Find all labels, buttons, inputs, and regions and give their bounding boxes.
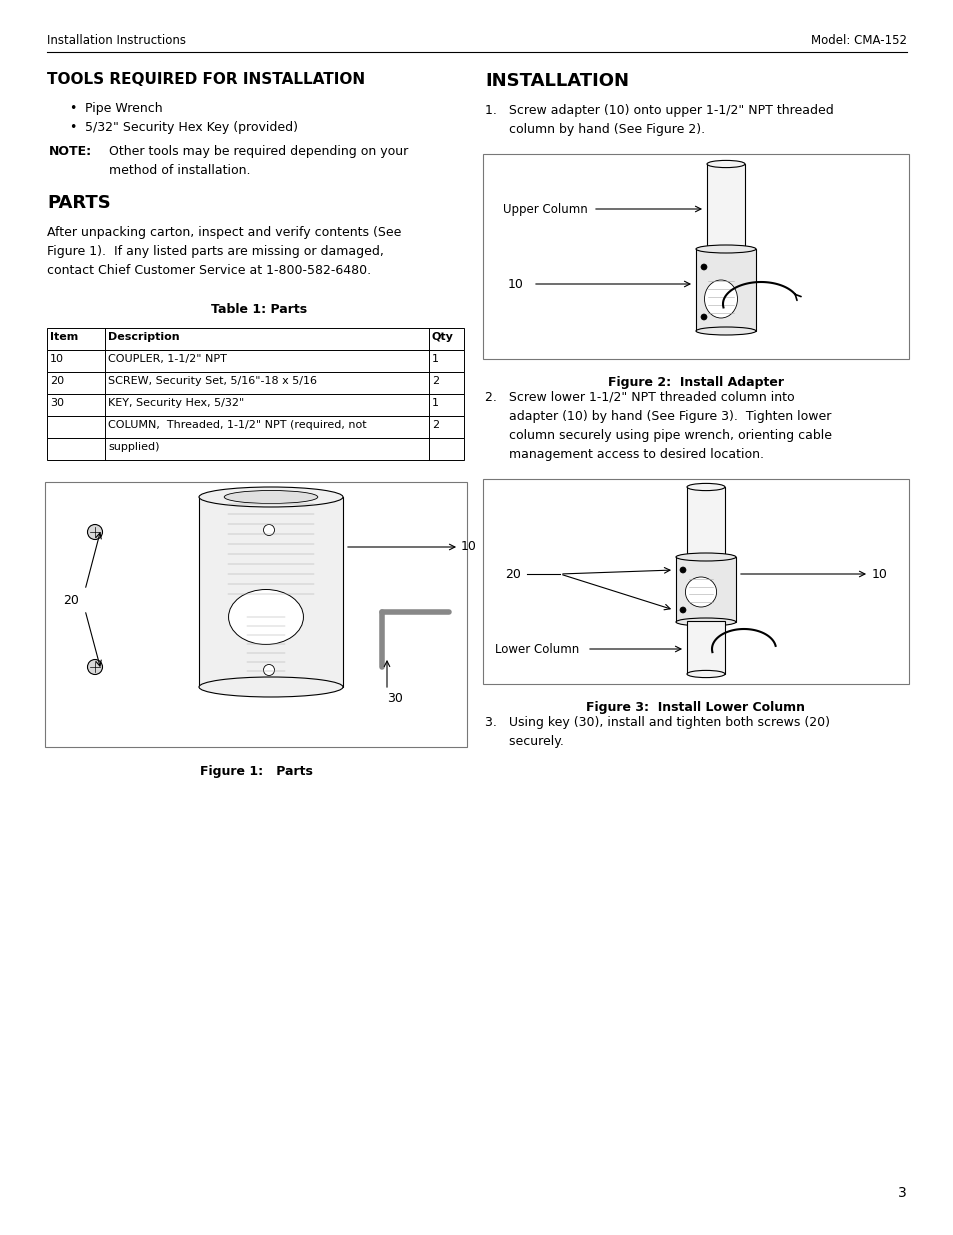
Text: TOOLS REQUIRED FOR INSTALLATION: TOOLS REQUIRED FOR INSTALLATION: [47, 72, 365, 86]
Ellipse shape: [686, 483, 724, 490]
Bar: [676, 557, 735, 622]
Bar: [47, 372, 463, 394]
Text: contact Chief Customer Service at 1-800-582-6480.: contact Chief Customer Service at 1-800-…: [47, 264, 371, 277]
Bar: [482, 479, 908, 684]
Text: 1: 1: [432, 354, 438, 364]
Text: Figure 1).  If any listed parts are missing or damaged,: Figure 1). If any listed parts are missi…: [47, 245, 383, 258]
Ellipse shape: [706, 251, 744, 258]
Bar: [686, 487, 724, 559]
Text: Model: CMA-152: Model: CMA-152: [810, 35, 906, 47]
Text: •: •: [69, 103, 76, 115]
Circle shape: [263, 525, 274, 536]
Text: 10: 10: [460, 541, 476, 553]
Text: 20: 20: [50, 375, 64, 387]
Bar: [47, 394, 463, 416]
Text: PARTS: PARTS: [47, 194, 111, 212]
Circle shape: [679, 567, 685, 573]
Text: Figure 3:  Install Lower Column: Figure 3: Install Lower Column: [586, 701, 804, 714]
Text: 2.   Screw lower 1-1/2" NPT threaded column into: 2. Screw lower 1-1/2" NPT threaded colum…: [484, 391, 794, 404]
Text: Upper Column: Upper Column: [502, 203, 587, 215]
Text: Description: Description: [108, 332, 179, 342]
Text: INSTALLATION: INSTALLATION: [484, 72, 628, 90]
Circle shape: [700, 314, 706, 320]
Text: 3: 3: [898, 1186, 906, 1200]
Text: column securely using pipe wrench, orienting cable: column securely using pipe wrench, orien…: [484, 429, 831, 442]
Circle shape: [88, 659, 102, 674]
Text: method of installation.: method of installation.: [109, 164, 251, 177]
Text: Table 1: Parts: Table 1: Parts: [212, 303, 307, 316]
Text: 2: 2: [432, 375, 438, 387]
Text: Lower Column: Lower Column: [495, 642, 578, 656]
Ellipse shape: [676, 618, 735, 626]
Text: COUPLER, 1-1/2" NPT: COUPLER, 1-1/2" NPT: [108, 354, 227, 364]
Bar: [47, 350, 463, 372]
Ellipse shape: [199, 487, 343, 508]
Text: Item: Item: [50, 332, 78, 342]
Ellipse shape: [686, 671, 724, 678]
Ellipse shape: [684, 577, 716, 606]
Text: column by hand (See Figure 2).: column by hand (See Figure 2).: [484, 124, 704, 136]
Bar: [45, 482, 467, 747]
Ellipse shape: [224, 490, 317, 504]
Text: 3.   Using key (30), install and tighten both screws (20): 3. Using key (30), install and tighten b…: [484, 716, 829, 729]
Bar: [686, 621, 724, 674]
Text: adapter (10) by hand (See Figure 3).  Tighten lower: adapter (10) by hand (See Figure 3). Tig…: [484, 410, 830, 424]
Text: 10: 10: [507, 278, 523, 290]
Text: supplied): supplied): [108, 442, 159, 452]
Text: Installation Instructions: Installation Instructions: [47, 35, 186, 47]
Text: 1.   Screw adapter (10) onto upper 1-1/2" NPT threaded: 1. Screw adapter (10) onto upper 1-1/2" …: [484, 104, 833, 117]
Text: management access to desired location.: management access to desired location.: [484, 448, 763, 461]
Text: Qty: Qty: [432, 332, 454, 342]
Text: securely.: securely.: [484, 735, 563, 748]
Circle shape: [700, 264, 706, 270]
Ellipse shape: [703, 280, 737, 317]
Bar: [47, 416, 463, 438]
Bar: [47, 329, 463, 350]
Bar: [47, 438, 463, 459]
Ellipse shape: [676, 553, 735, 561]
Bar: [706, 164, 744, 254]
Text: 2: 2: [432, 420, 438, 430]
Text: 20: 20: [504, 568, 520, 580]
Ellipse shape: [706, 161, 744, 168]
Bar: [199, 496, 343, 687]
Text: COLUMN,  Threaded, 1-1/2" NPT (required, not: COLUMN, Threaded, 1-1/2" NPT (required, …: [108, 420, 366, 430]
Text: Figure 1:   Parts: Figure 1: Parts: [199, 764, 313, 778]
Circle shape: [88, 525, 102, 540]
Text: 5/32" Security Hex Key (provided): 5/32" Security Hex Key (provided): [85, 121, 297, 135]
Bar: [482, 154, 908, 359]
Text: 10: 10: [871, 568, 887, 580]
Bar: [696, 249, 755, 331]
Text: 30: 30: [387, 692, 402, 705]
Text: NOTE:: NOTE:: [49, 144, 92, 158]
Text: SCREW, Security Set, 5/16"-18 x 5/16: SCREW, Security Set, 5/16"-18 x 5/16: [108, 375, 316, 387]
Text: •: •: [69, 121, 76, 135]
Ellipse shape: [696, 327, 755, 335]
Text: Other tools may be required depending on your: Other tools may be required depending on…: [101, 144, 408, 158]
Text: 1: 1: [432, 398, 438, 408]
Text: 20: 20: [63, 594, 79, 606]
Text: After unpacking carton, inspect and verify contents (See: After unpacking carton, inspect and veri…: [47, 226, 401, 240]
Text: KEY, Security Hex, 5/32": KEY, Security Hex, 5/32": [108, 398, 244, 408]
Text: 30: 30: [50, 398, 64, 408]
Text: Pipe Wrench: Pipe Wrench: [85, 103, 162, 115]
Text: Figure 2:  Install Adapter: Figure 2: Install Adapter: [607, 375, 783, 389]
Ellipse shape: [199, 677, 343, 697]
Ellipse shape: [696, 245, 755, 253]
Circle shape: [679, 606, 685, 613]
Ellipse shape: [229, 589, 303, 645]
Text: 10: 10: [50, 354, 64, 364]
Circle shape: [263, 664, 274, 676]
